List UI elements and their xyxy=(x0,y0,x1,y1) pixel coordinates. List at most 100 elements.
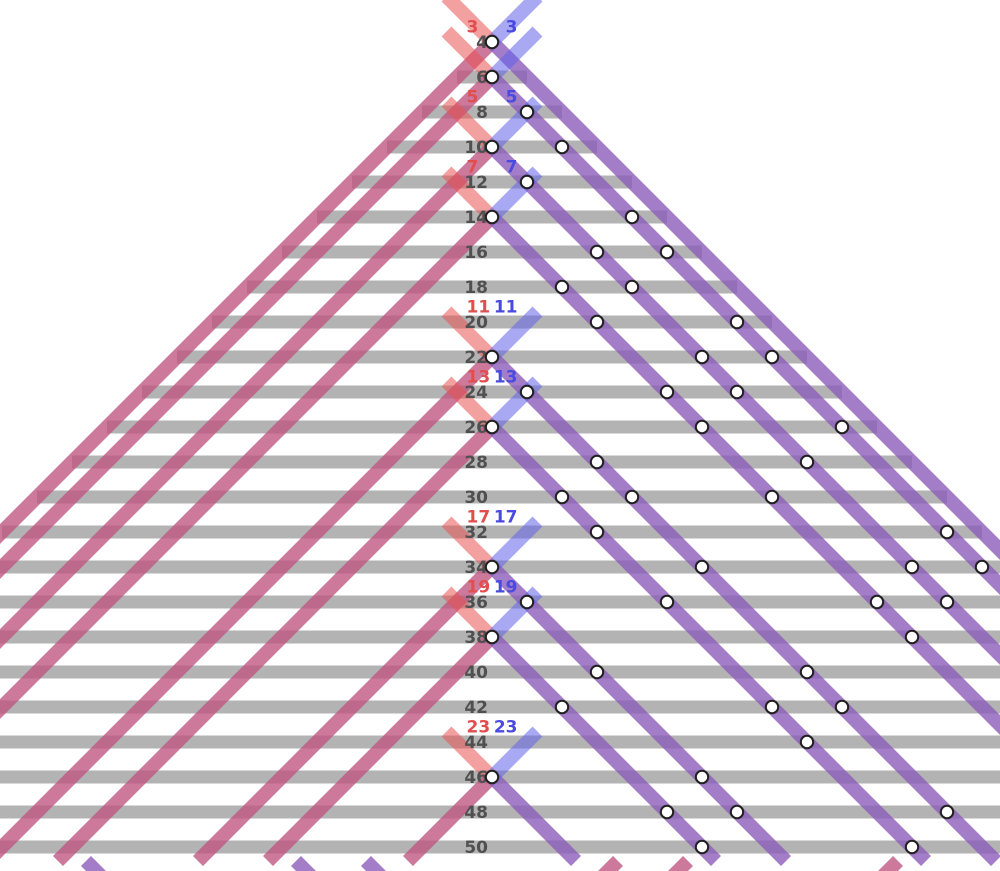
pair-node xyxy=(626,281,638,293)
even-label: 16 xyxy=(464,243,488,263)
pair-node xyxy=(591,316,603,328)
pair-node xyxy=(731,316,743,328)
pair-node xyxy=(906,631,918,643)
even-label: 26 xyxy=(464,418,488,438)
prime-label-blue: 11 xyxy=(494,298,518,318)
even-label: 12 xyxy=(464,173,488,193)
bar xyxy=(2,526,982,539)
pair-node xyxy=(556,701,568,713)
red-diagonal-mirror xyxy=(492,861,688,871)
pair-node xyxy=(661,386,673,398)
prime-label-blue: 17 xyxy=(494,508,518,528)
bar xyxy=(212,316,772,329)
pair-node xyxy=(591,526,603,538)
even-label: 42 xyxy=(464,698,488,718)
pair-node xyxy=(696,771,708,783)
even-label: 18 xyxy=(464,278,488,298)
pair-node xyxy=(661,596,673,608)
pair-node xyxy=(626,491,638,503)
pair-node xyxy=(521,386,533,398)
blue-diagonal-mirror xyxy=(0,861,492,871)
pair-node xyxy=(486,631,498,643)
prime-label-blue: 3 xyxy=(506,18,518,38)
even-label: 14 xyxy=(464,208,488,228)
pair-node xyxy=(591,666,603,678)
even-label: 30 xyxy=(464,488,488,508)
pair-node xyxy=(486,561,498,573)
pair-node xyxy=(556,141,568,153)
blue-diagonal-mirror xyxy=(296,861,492,871)
pair-node xyxy=(801,736,813,748)
bar xyxy=(72,456,912,469)
even-label: 32 xyxy=(464,523,488,543)
pair-node xyxy=(486,141,498,153)
prime-label-blue: 19 xyxy=(494,578,518,598)
pair-node xyxy=(801,456,813,468)
pair-node xyxy=(766,351,778,363)
even-label: 36 xyxy=(464,593,488,613)
pair-node xyxy=(486,351,498,363)
prime-label-blue: 13 xyxy=(494,368,518,388)
pair-node xyxy=(521,106,533,118)
even-label: 10 xyxy=(464,138,488,158)
blue-diagonal xyxy=(538,861,899,871)
bar xyxy=(247,281,737,294)
even-label: 48 xyxy=(464,803,488,823)
pair-node xyxy=(591,246,603,258)
pair-node xyxy=(941,526,953,538)
pair-node xyxy=(486,771,498,783)
bar xyxy=(0,806,1000,819)
pair-node xyxy=(486,36,498,48)
blue-diagonal-mirror xyxy=(492,217,1000,861)
prime-label-blue: 2 xyxy=(506,0,518,3)
pair-node xyxy=(731,806,743,818)
pair-node xyxy=(766,491,778,503)
red-diagonal-mirror xyxy=(492,861,618,871)
pair-node xyxy=(696,351,708,363)
even-label: 34 xyxy=(464,558,488,578)
red-diagonal-mirror xyxy=(492,861,898,871)
pair-node xyxy=(521,176,533,188)
bar xyxy=(0,841,1000,854)
even-label: 22 xyxy=(464,348,488,368)
even-label: 8 xyxy=(476,103,488,123)
pair-node xyxy=(486,71,498,83)
even-label: 44 xyxy=(464,733,488,753)
goldbach-diagram: 2233557711111313171719192323292931313737… xyxy=(0,0,1000,871)
pair-node xyxy=(486,211,498,223)
pair-node xyxy=(906,841,918,853)
even-label: 20 xyxy=(464,313,488,333)
pair-node xyxy=(661,246,673,258)
pair-node xyxy=(731,386,743,398)
red-diagonal xyxy=(86,861,447,871)
pair-node xyxy=(696,841,708,853)
bar xyxy=(282,246,702,259)
pair-node xyxy=(521,596,533,608)
pair-node xyxy=(906,561,918,573)
even-label: 28 xyxy=(464,453,488,473)
pair-node xyxy=(801,666,813,678)
prime-label-red: 2 xyxy=(467,0,479,3)
even-label: 38 xyxy=(464,628,488,648)
pair-node xyxy=(696,561,708,573)
pair-node xyxy=(941,596,953,608)
bar xyxy=(37,491,947,504)
blue-diagonal-mirror xyxy=(86,861,492,871)
pair-node xyxy=(696,421,708,433)
blue-diagonal-mirror xyxy=(366,861,492,871)
nodes-layer xyxy=(486,36,1000,853)
even-label: 50 xyxy=(464,838,488,858)
even-label: 24 xyxy=(464,383,488,403)
pair-node xyxy=(766,701,778,713)
even-label: 46 xyxy=(464,768,488,788)
prime-label-blue: 5 xyxy=(506,88,518,108)
pair-node xyxy=(626,211,638,223)
pair-node xyxy=(591,456,603,468)
pair-node xyxy=(556,491,568,503)
bar xyxy=(0,666,1000,679)
pair-node xyxy=(836,421,848,433)
pair-node xyxy=(941,806,953,818)
blue-diagonal-mirror xyxy=(0,861,492,871)
pair-node xyxy=(871,596,883,608)
pair-node xyxy=(661,806,673,818)
